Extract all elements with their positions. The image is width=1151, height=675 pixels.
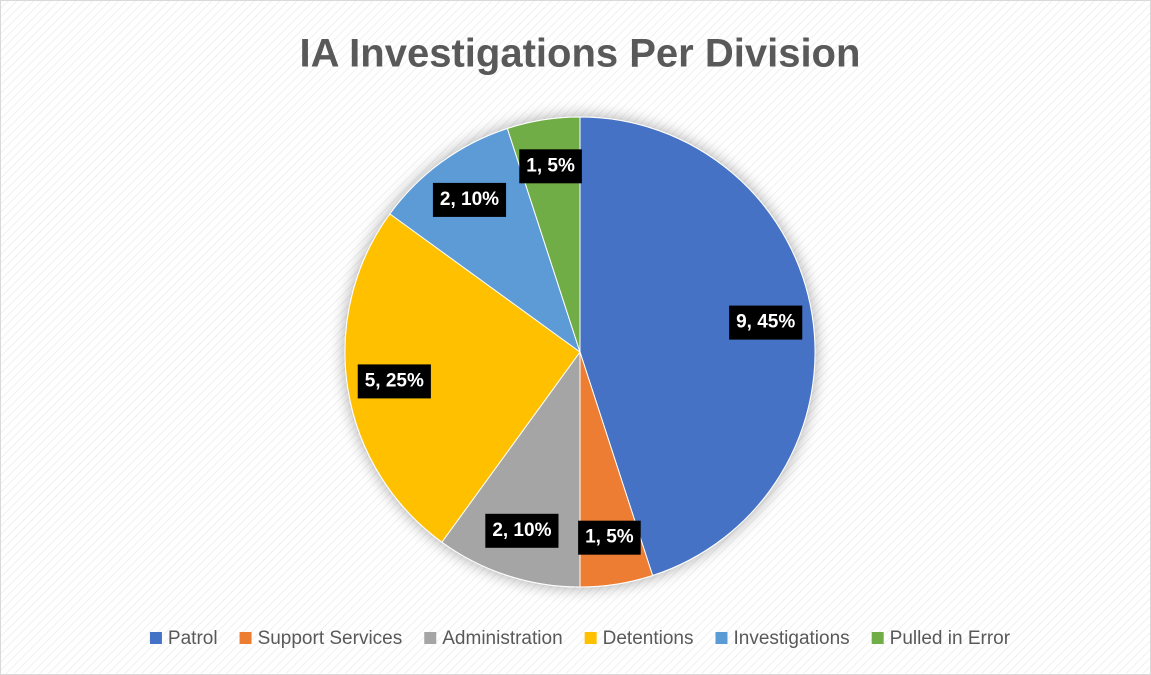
pie-slice bbox=[579, 116, 816, 577]
legend: Patrol Support Services Administration Dete… bbox=[149, 628, 1011, 649]
legend-label: Administration bbox=[442, 628, 562, 649]
data-label-box bbox=[578, 520, 641, 555]
pie bbox=[344, 116, 816, 588]
data-label: 2, 10% bbox=[440, 189, 499, 210]
data-label: 2, 10% bbox=[492, 520, 551, 541]
data-label: 5, 25% bbox=[365, 370, 424, 391]
data-label: 9, 45% bbox=[736, 312, 795, 333]
legend-label: Pulled in Error bbox=[890, 628, 1011, 649]
pie-slice bbox=[344, 213, 581, 543]
data-label-box bbox=[432, 182, 507, 217]
data-labels: 9, 45% 1, 5% 2, 10% 5, 25% 2, 10% 1, 5% bbox=[357, 149, 803, 555]
data-label-box bbox=[729, 305, 803, 340]
legend-swatch bbox=[149, 632, 162, 644]
data-label-box bbox=[519, 149, 582, 184]
legend-swatch bbox=[239, 632, 252, 644]
data-label-box bbox=[485, 513, 559, 548]
legend-swatch bbox=[584, 632, 597, 644]
data-label-box bbox=[357, 364, 431, 399]
chart-title: IA Investigations Per Division bbox=[300, 32, 861, 76]
legend-label: Investigations bbox=[733, 628, 849, 649]
legend-label: Support Services bbox=[258, 628, 403, 649]
legend-label: Patrol bbox=[168, 628, 218, 649]
legend-swatch bbox=[715, 632, 728, 644]
data-label: 1, 5% bbox=[585, 527, 634, 548]
legend-label: Detentions bbox=[603, 628, 694, 649]
data-label: 1, 5% bbox=[526, 155, 575, 176]
legend-swatch bbox=[871, 632, 884, 644]
legend-swatch bbox=[424, 632, 437, 644]
